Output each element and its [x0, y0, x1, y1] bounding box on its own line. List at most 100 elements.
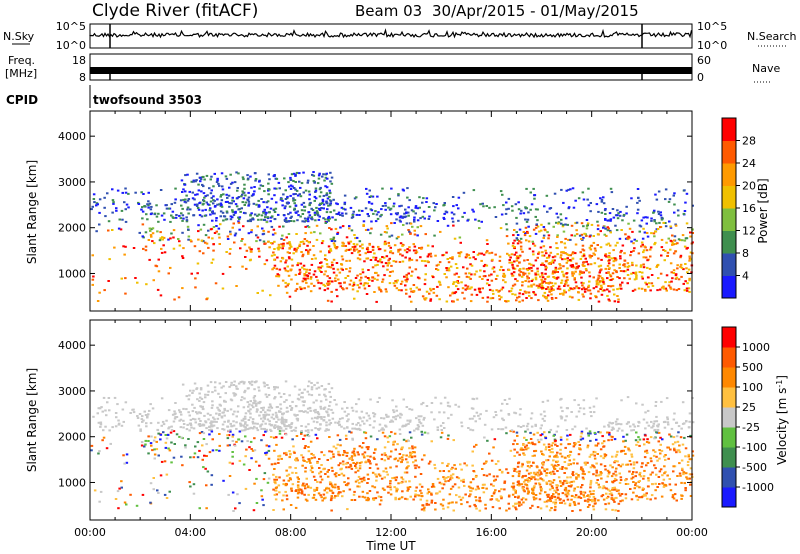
velocity-data-cell: [304, 429, 308, 432]
power-data-cell: [364, 207, 368, 210]
velocity-data-cell: [376, 467, 380, 470]
velocity-data-cell: [474, 488, 478, 491]
power-data-cell: [292, 193, 295, 196]
power-data-cell: [664, 188, 668, 191]
power-data-cell: [348, 270, 351, 273]
power-data-cell: [287, 213, 290, 216]
power-data-cell: [510, 253, 514, 256]
power-data-cell: [256, 225, 259, 228]
velocity-data-cell: [673, 493, 677, 496]
power-data-cell: [522, 212, 526, 215]
velocity-data-cell: [323, 497, 326, 500]
velocity-data-cell: [617, 502, 621, 505]
velocity-data-cell: [300, 432, 303, 435]
velocity-data-cell: [383, 435, 387, 438]
power-data-cell: [504, 212, 508, 215]
velocity-data-cell: [592, 505, 595, 508]
power-data-cell: [447, 269, 451, 272]
power-data-cell: [285, 259, 288, 262]
velocity-data-cell: [587, 471, 591, 474]
power-data-cell: [364, 275, 367, 278]
velocity-data-cell: [143, 445, 146, 448]
power-data-cell: [293, 199, 297, 202]
power-data-cell: [590, 255, 594, 257]
power-data-cell: [648, 267, 652, 270]
power-data-cell: [555, 247, 558, 249]
velocity-data-cell: [572, 489, 576, 492]
power-data-cell: [115, 207, 118, 210]
power-data-cell: [396, 279, 399, 282]
power-data-cell: [121, 218, 124, 221]
power-data-cell: [124, 292, 127, 295]
power-data-cell: [235, 285, 238, 287]
power-data-cell: [543, 278, 547, 280]
velocity-data-cell: [664, 470, 667, 473]
power-data-cell: [665, 241, 668, 244]
velocity-data-cell: [626, 396, 630, 399]
power-data-cell: [646, 216, 649, 219]
power-data-cell: [318, 188, 322, 191]
velocity-data-cell: [559, 501, 562, 504]
power-data-cell: [424, 297, 428, 300]
velocity-data-cell: [599, 431, 602, 434]
velocity-data-cell: [237, 382, 241, 385]
velocity-data-cell: [519, 426, 523, 428]
velocity-data-cell: [366, 492, 369, 495]
power-data-cell: [165, 204, 168, 207]
power-data-cell: [132, 247, 136, 249]
velocity-data-cell: [149, 482, 153, 485]
power-data-cell: [540, 223, 543, 226]
power-data-cell: [349, 206, 353, 209]
velocity-data-cell: [419, 473, 423, 475]
power-data-cell: [212, 202, 215, 205]
power-data-cell: [445, 300, 449, 303]
velocity-data-cell: [236, 493, 239, 496]
velocity-data-cell: [340, 425, 343, 428]
power-data-cell: [245, 249, 249, 252]
power-data-cell: [597, 290, 600, 293]
velocity-data-cell: [668, 433, 671, 436]
velocity-data-cell: [190, 426, 193, 429]
power-data-cell: [194, 286, 197, 289]
power-data-cell: [315, 224, 319, 227]
velocity-data-cell: [579, 448, 582, 451]
velocity-data-cell: [361, 490, 365, 493]
power-data-cell: [263, 211, 267, 214]
power-data-cell: [275, 201, 278, 204]
velocity-data-cell: [232, 420, 235, 423]
noise-trace: [89, 28, 693, 39]
power-data-cell: [189, 239, 192, 242]
power-data-cell: [361, 209, 364, 212]
power-data-cell: [407, 272, 410, 275]
power-data-cell: [322, 283, 325, 286]
power-data-cell: [545, 194, 549, 197]
velocity-data-cell: [582, 470, 585, 473]
power-data-cell: [193, 245, 197, 248]
velocity-data-cell: [515, 431, 519, 434]
power-data-cell: [447, 267, 450, 270]
velocity-data-cell: [90, 444, 94, 447]
velocity-data-cell: [580, 466, 583, 469]
power-data-cell: [181, 231, 184, 234]
velocity-data-cell: [253, 449, 257, 452]
power-data-cell: [309, 276, 313, 279]
power-data-cell: [273, 194, 276, 197]
power-data-cell: [414, 206, 417, 209]
velocity-data-cell: [505, 468, 508, 471]
power-data-cell: [588, 246, 592, 249]
velocity-data-cell: [534, 423, 537, 426]
power-data-cell: [542, 264, 546, 266]
velocity-data-cell: [170, 461, 173, 464]
velocity-data-cell: [270, 416, 273, 419]
power-data-cell: [280, 197, 283, 200]
power-data-cell: [294, 204, 298, 207]
power-data-cell: [295, 233, 298, 235]
velocity-data-cell: [408, 420, 412, 423]
power-data-cell: [378, 288, 381, 291]
power-data-cell: [642, 263, 645, 266]
velocity-data-cell: [566, 407, 569, 410]
power-data-cell: [631, 264, 634, 267]
power-data-cell: [433, 209, 436, 212]
velocity-data-cell: [641, 403, 644, 406]
velocity-data-cell: [655, 431, 658, 434]
